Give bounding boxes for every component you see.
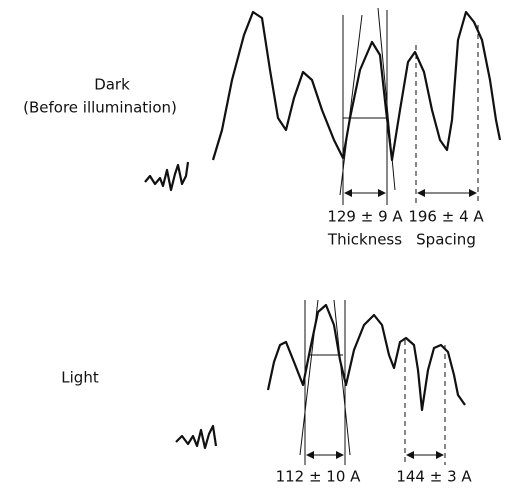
dark-spacing-value: 196 ± 4 A: [408, 208, 484, 226]
dark-baseline-trace: [144, 161, 190, 192]
thickness-caption: Thickness: [327, 231, 402, 249]
light-label: Light: [61, 369, 99, 387]
dark-tangent-left: [339, 14, 363, 196]
light-tangent-left: [299, 299, 319, 456]
dark-sublabel: (Before illumination): [23, 99, 177, 117]
dark-tangent-right: [377, 7, 396, 191]
dark-thickness-value: 129 ± 9 A: [327, 208, 403, 226]
dark-trace: [211, 10, 502, 162]
light-spacing-value: 144 ± 3 A: [396, 468, 472, 486]
spacing-caption: Spacing: [416, 231, 476, 249]
dark-label: Dark: [94, 76, 130, 94]
light-tangent-right: [333, 299, 351, 456]
light-trace: [266, 303, 466, 412]
light-thickness-value: 112 ± 10 A: [276, 468, 362, 486]
light-baseline-trace: [175, 424, 218, 450]
